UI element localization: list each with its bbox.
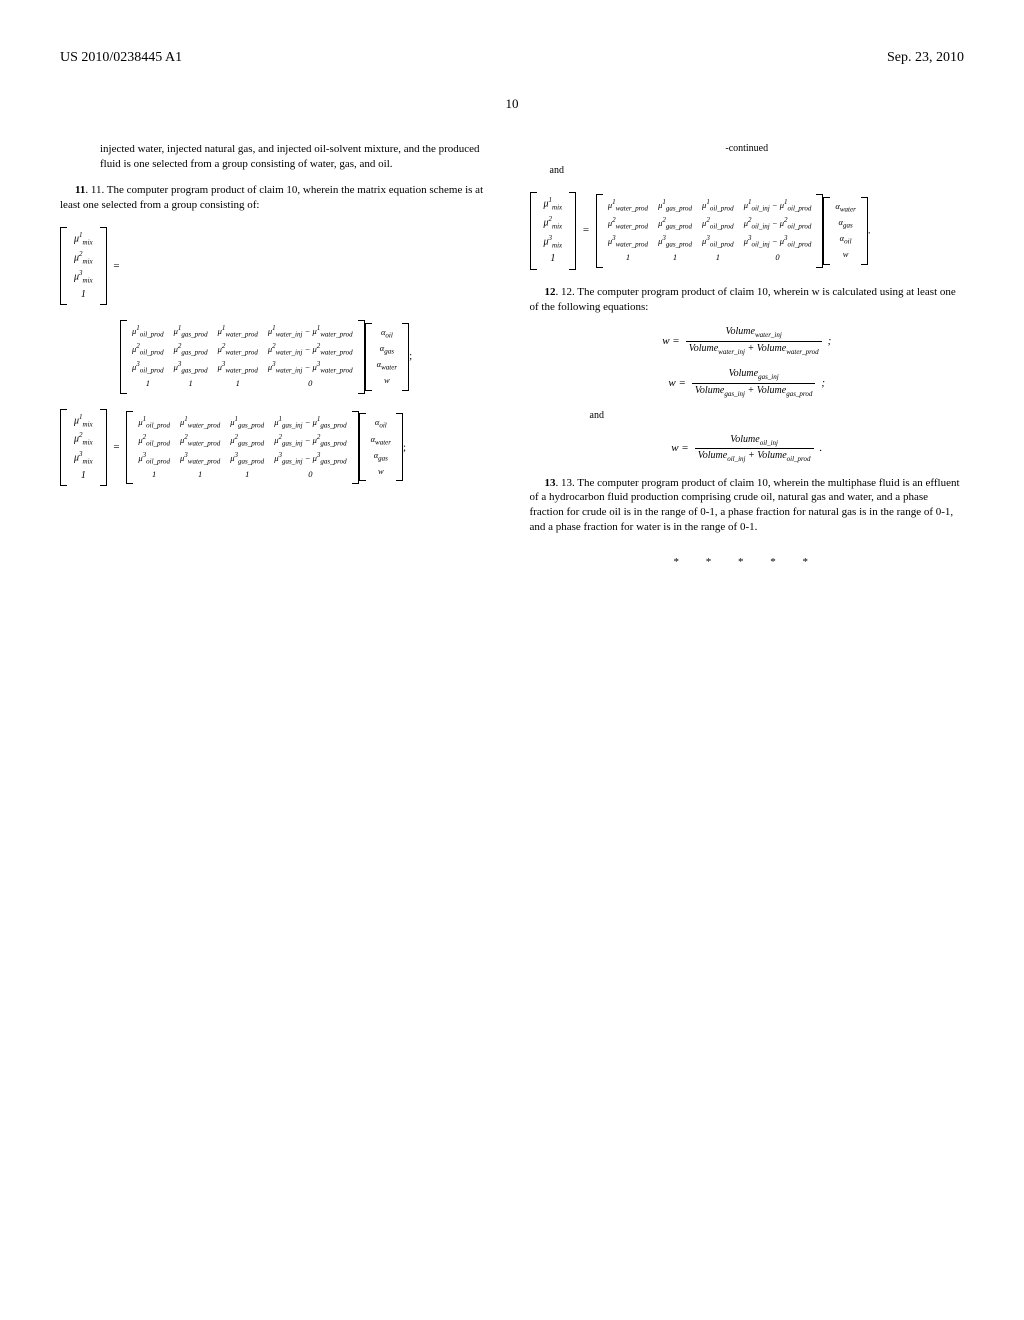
equation-3: μ1mix μ2mix μ3mix 1 = μ1water_prod μ2wat… [530, 192, 965, 270]
matrix-2: μ1oil_prod μ2oil_prod μ3oil_prod 1 μ1wat… [126, 411, 358, 484]
claim-11: 11. 11. The computer program product of … [60, 183, 495, 213]
patent-page: US 2010/0238445 A1 Sep. 23, 2010 10 inje… [0, 0, 1024, 620]
matrix-1: μ1oil_prod μ2oil_prod μ3oil_prod 1 μ1gas… [120, 320, 365, 393]
end-stars: * * * * * [530, 555, 965, 570]
claim-13-text: 13. The computer program product of clai… [530, 477, 960, 534]
claim-12-text: 12. The computer program product of clai… [530, 286, 956, 313]
continued-label: -continued [530, 142, 965, 156]
equation-1-lhs: μ1mix μ2mix μ3mix 1 = [60, 227, 495, 305]
mu-mix-vector-2: μ1mix μ2mix μ3mix 1 [60, 409, 107, 487]
claim10-continuation: injected water, injected natural gas, an… [100, 142, 495, 172]
claim-13: 13. 13. The computer program product of … [530, 476, 965, 535]
claim-11-num: 11 [75, 184, 85, 196]
and-label: and [530, 164, 965, 178]
equation-1-rhs: μ1oil_prod μ2oil_prod μ3oil_prod 1 μ1gas… [120, 320, 495, 393]
page-number: 10 [60, 96, 964, 112]
left-column: injected water, injected natural gas, an… [60, 142, 495, 570]
page-header: US 2010/0238445 A1 Sep. 23, 2010 [60, 50, 964, 66]
claim-11-text: 11. The computer program product of clai… [60, 184, 483, 211]
alpha-vector-1: αoil αgas αwater w [365, 323, 409, 391]
alpha-vector-3: αwater αgas αoil w [823, 197, 867, 265]
w-equation-1: w = Volumewater_inj Volumewater_inj + Vo… [530, 325, 965, 357]
matrix-3: μ1water_prod μ2water_prod μ3water_prod 1… [596, 194, 824, 267]
right-column: -continued and μ1mix μ2mix μ3mix 1 = [530, 142, 965, 570]
w-equation-2: w = Volumegas_inj Volumegas_inj + Volume… [530, 367, 965, 399]
claim-12: 12. 12. The computer program product of … [530, 285, 965, 315]
equation-2: μ1mix μ2mix μ3mix 1 = μ1oil_prod μ2oil_p… [60, 409, 495, 487]
alpha-vector-2: αoil αwater αgas w [359, 413, 403, 481]
publication-number: US 2010/0238445 A1 [60, 50, 182, 66]
mu-mix-vector: μ1mix μ2mix μ3mix 1 [60, 227, 107, 305]
and-label-2: and [530, 409, 965, 423]
two-column-layout: injected water, injected natural gas, an… [60, 142, 964, 570]
mu-mix-vector-3: μ1mix μ2mix μ3mix 1 [530, 192, 577, 270]
publication-date: Sep. 23, 2010 [887, 50, 964, 66]
w-equation-3: w = Volumeoil_inj Volumeoil_inj + Volume… [530, 433, 965, 465]
claim-12-num: 12 [545, 286, 556, 298]
claim-13-num: 13 [545, 477, 556, 489]
